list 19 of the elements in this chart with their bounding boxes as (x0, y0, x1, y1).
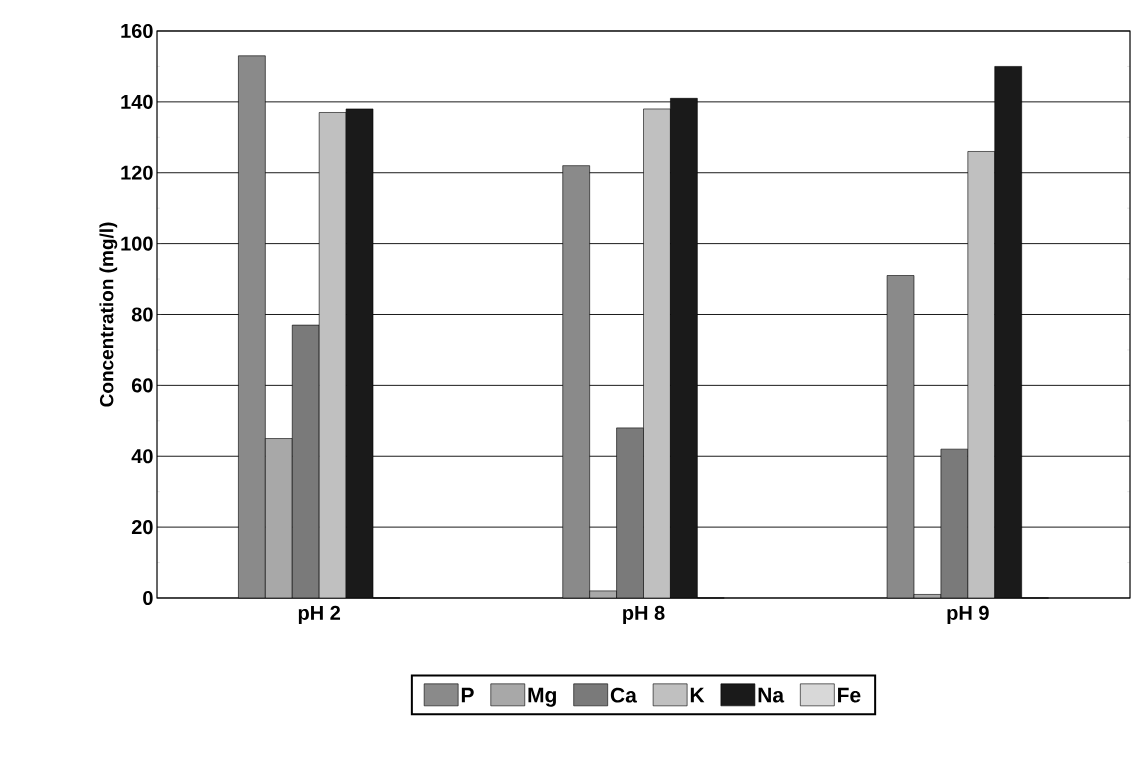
y-tick-label: 40 (131, 449, 153, 464)
y-tick-label: 140 (121, 94, 153, 109)
x-tick-label: pH 8 (623, 605, 665, 624)
y-tick-label: 20 (131, 520, 153, 535)
y-tick-label: 80 (131, 307, 153, 322)
x-tick-label: pH 2 (298, 605, 341, 624)
y-tick-label: 160 (121, 23, 153, 39)
legend-label: P (461, 687, 474, 703)
x-tick-label: pH 9 (947, 605, 989, 624)
legend-label: K (690, 687, 705, 703)
y-tick-label: 60 (131, 378, 153, 393)
legend-label: Mg (528, 687, 556, 707)
y-tick-label: 0 (143, 590, 153, 606)
y-tick-label: 100 (121, 236, 153, 251)
y-tick-label: 120 (121, 165, 153, 180)
legend-label: Ca (610, 687, 637, 703)
legend-label: Na (758, 687, 785, 703)
legend-label: Fe (838, 687, 861, 703)
y-axis-title: Concentration (mg/l) (99, 222, 118, 407)
